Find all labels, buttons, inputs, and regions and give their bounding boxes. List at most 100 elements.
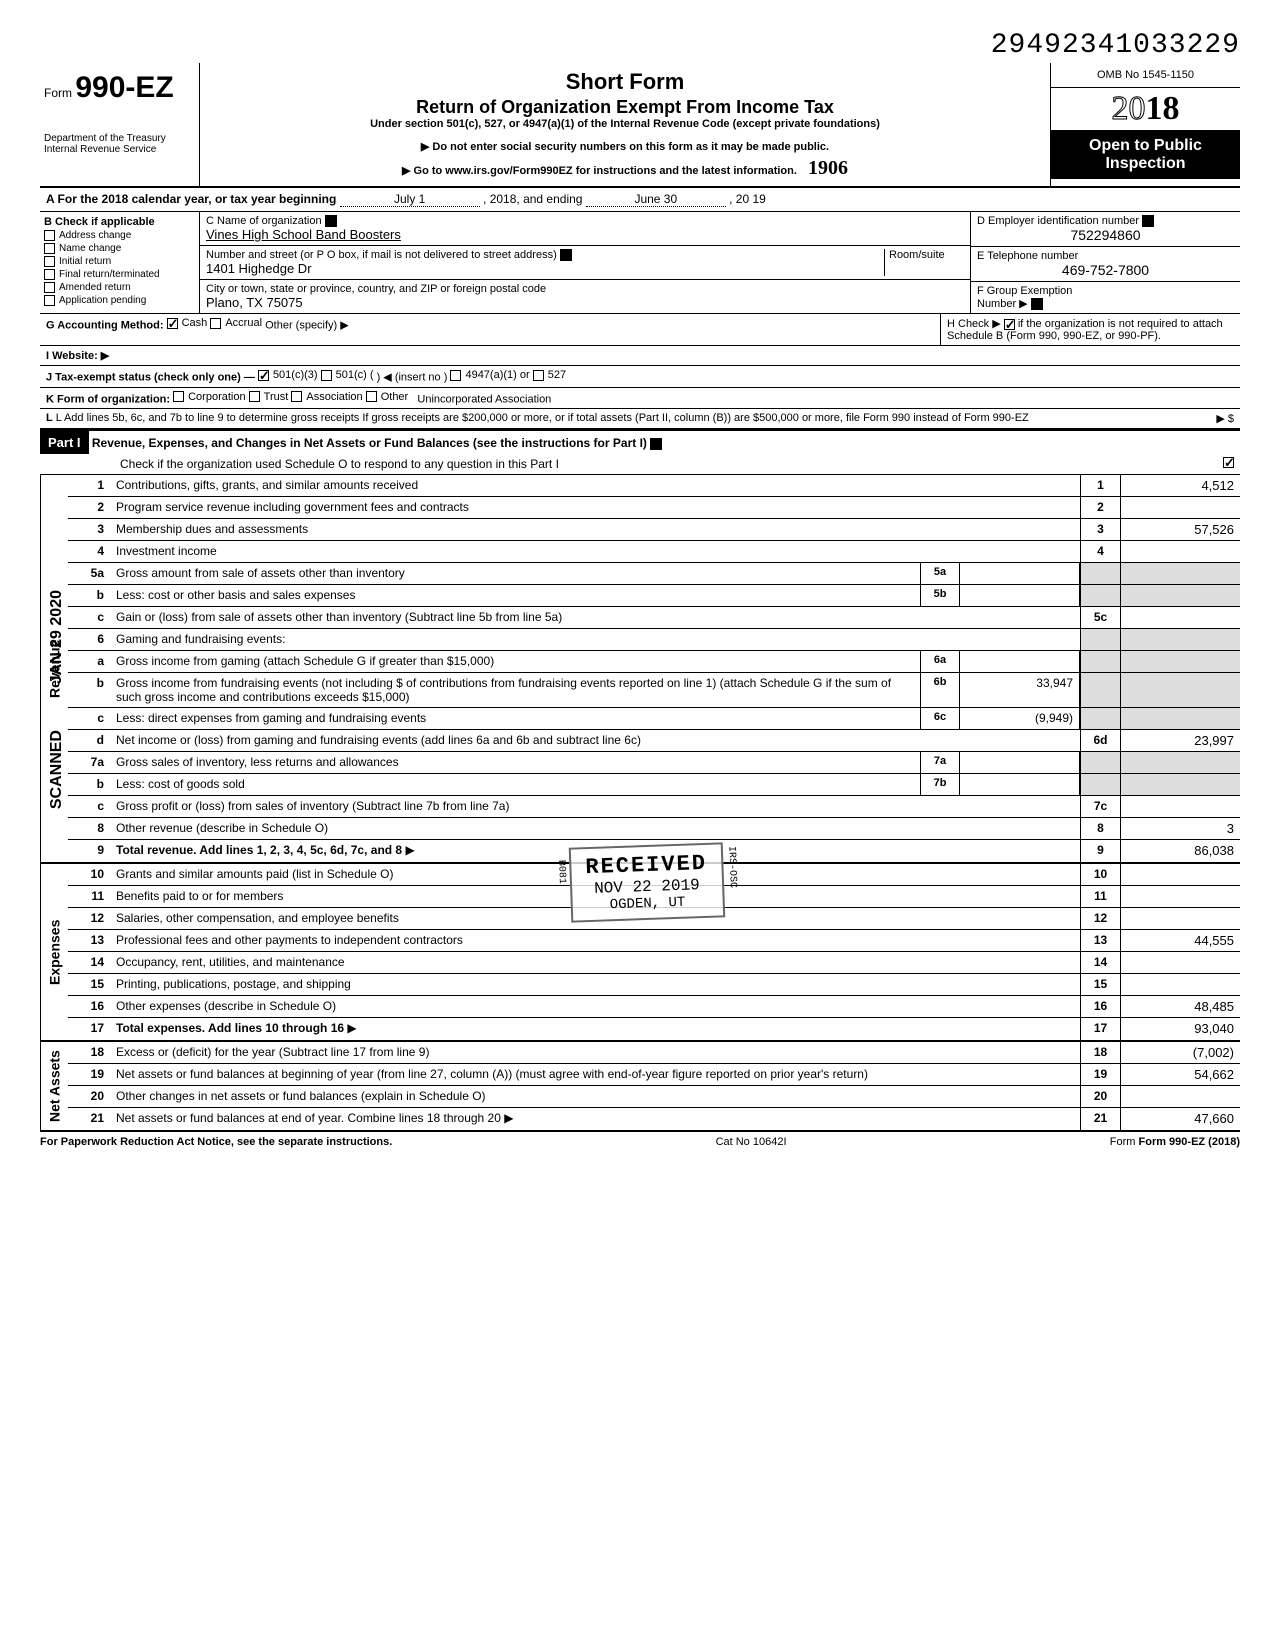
ln6d-rn: 6d xyxy=(1080,730,1120,751)
k-value[interactable]: Unincorporated Association xyxy=(417,393,551,405)
lbl-4947: 4947(a)(1) or xyxy=(465,369,529,381)
check-corp[interactable] xyxy=(173,391,184,402)
ln12-val[interactable] xyxy=(1120,908,1240,929)
page-footer: For Paperwork Reduction Act Notice, see … xyxy=(40,1132,1240,1148)
ln18-val[interactable]: (7,002) xyxy=(1120,1042,1240,1063)
ln3-rn: 3 xyxy=(1080,519,1120,540)
ln21-rn: 21 xyxy=(1080,1108,1120,1130)
help-icon[interactable] xyxy=(1142,215,1154,227)
ln16-val[interactable]: 48,485 xyxy=(1120,996,1240,1017)
check-accrual[interactable] xyxy=(210,318,221,329)
addr-value[interactable]: 1401 Highedge Dr xyxy=(206,261,312,276)
ln20-val[interactable] xyxy=(1120,1086,1240,1107)
ln8-val[interactable]: 3 xyxy=(1120,818,1240,839)
ln12-num: 12 xyxy=(68,908,112,929)
ln21-num: 21 xyxy=(68,1108,112,1130)
ein-value[interactable]: 752294860 xyxy=(977,227,1234,243)
help-icon[interactable] xyxy=(1031,298,1043,310)
help-icon[interactable] xyxy=(560,249,572,261)
lbl-final: Final return/terminated xyxy=(59,269,160,280)
ln6a-mv[interactable] xyxy=(960,651,1080,672)
ln3-desc: Membership dues and assessments xyxy=(112,519,1080,540)
ln19-val[interactable]: 54,662 xyxy=(1120,1064,1240,1085)
check-527[interactable] xyxy=(533,370,544,381)
city-value[interactable]: Plano, TX 75075 xyxy=(206,295,303,310)
ln13-desc: Professional fees and other payments to … xyxy=(112,930,1080,951)
tel-value[interactable]: 469-752-7800 xyxy=(977,262,1234,278)
ln9-val[interactable]: 86,038 xyxy=(1120,840,1240,862)
ln4-val[interactable] xyxy=(1120,541,1240,562)
check-4947[interactable] xyxy=(450,370,461,381)
shade xyxy=(1080,585,1120,606)
ln6c-desc: Less: direct expenses from gaming and fu… xyxy=(112,708,920,729)
ln6c-mv[interactable]: (9,949) xyxy=(960,708,1080,729)
ln6b-mv[interactable]: 33,947 xyxy=(960,673,1080,707)
check-501c[interactable] xyxy=(321,370,332,381)
ln7c-val[interactable] xyxy=(1120,796,1240,817)
ln21-desc: Net assets or fund balances at end of ye… xyxy=(116,1111,501,1125)
check-name-change[interactable] xyxy=(44,243,55,254)
ln18-desc: Excess or (deficit) for the year (Subtra… xyxy=(112,1042,1080,1063)
row-gh: G Accounting Method: Cash Accrual Other … xyxy=(40,314,1240,346)
help-icon[interactable] xyxy=(650,438,662,450)
shade xyxy=(1080,752,1120,773)
lbl-501c3: 501(c)(3) xyxy=(273,369,318,381)
lbl-527: 527 xyxy=(548,369,566,381)
check-trust[interactable] xyxy=(249,391,260,402)
ln1-val[interactable]: 4,512 xyxy=(1120,475,1240,496)
ln14-val[interactable] xyxy=(1120,952,1240,973)
shade xyxy=(1120,774,1240,795)
ln2-rn: 2 xyxy=(1080,497,1120,518)
ln7b-desc: Less: cost of goods sold xyxy=(112,774,920,795)
year-end[interactable]: June 30 xyxy=(586,192,726,207)
ln15-val[interactable] xyxy=(1120,974,1240,995)
year-suffix: 18 xyxy=(1146,90,1180,127)
ln13-val[interactable]: 44,555 xyxy=(1120,930,1240,951)
shade xyxy=(1080,673,1120,707)
check-addr-change[interactable] xyxy=(44,230,55,241)
ln18-num: 18 xyxy=(68,1042,112,1063)
ln14-rn: 14 xyxy=(1080,952,1120,973)
check-schedule-o[interactable] xyxy=(1223,457,1234,468)
ln7a-mv[interactable] xyxy=(960,752,1080,773)
part1-label: Part I xyxy=(40,431,89,454)
check-h[interactable] xyxy=(1004,319,1015,330)
ln10-val[interactable] xyxy=(1120,864,1240,885)
check-cash[interactable] xyxy=(167,318,178,329)
ln11-val[interactable] xyxy=(1120,886,1240,907)
open-public-1: Open to Public xyxy=(1057,137,1234,155)
ln2-val[interactable] xyxy=(1120,497,1240,518)
ln6d-val[interactable]: 23,997 xyxy=(1120,730,1240,751)
ln7c-rn: 7c xyxy=(1080,796,1120,817)
ln3-val[interactable]: 57,526 xyxy=(1120,519,1240,540)
ln5b-mv[interactable] xyxy=(960,585,1080,606)
lbl-amended: Amended return xyxy=(59,282,131,293)
ln21-val[interactable]: 47,660 xyxy=(1120,1108,1240,1130)
check-initial[interactable] xyxy=(44,256,55,267)
part1-title: Revenue, Expenses, and Changes in Net As… xyxy=(92,436,647,450)
ln7c-desc: Gross profit or (loss) from sales of inv… xyxy=(112,796,1080,817)
form-number: 990-EZ xyxy=(75,71,173,104)
footer-left: For Paperwork Reduction Act Notice, see … xyxy=(40,1136,392,1148)
check-amended[interactable] xyxy=(44,282,55,293)
check-501c3[interactable] xyxy=(258,370,269,381)
ln15-desc: Printing, publications, postage, and shi… xyxy=(112,974,1080,995)
ln20-desc: Other changes in net assets or fund bala… xyxy=(112,1086,1080,1107)
check-assoc[interactable] xyxy=(291,391,302,402)
check-pending[interactable] xyxy=(44,295,55,306)
ln5b-mn: 5b xyxy=(920,585,960,606)
shade xyxy=(1120,651,1240,672)
group-exempt-label: F Group Exemption xyxy=(977,285,1072,297)
org-name-value[interactable]: Vines High School Band Boosters xyxy=(206,227,401,242)
year-begin[interactable]: July 1 xyxy=(340,192,480,207)
check-other-org[interactable] xyxy=(366,391,377,402)
ln19-desc: Net assets or fund balances at beginning… xyxy=(112,1064,1080,1085)
ln7b-mv[interactable] xyxy=(960,774,1080,795)
ln17-val[interactable]: 93,040 xyxy=(1120,1018,1240,1040)
help-icon[interactable] xyxy=(325,215,337,227)
ln5a-mv[interactable] xyxy=(960,563,1080,584)
ln5c-val[interactable] xyxy=(1120,607,1240,628)
ln13-rn: 13 xyxy=(1080,930,1120,951)
check-final[interactable] xyxy=(44,269,55,280)
filing-number: 29492341033229 xyxy=(40,30,1240,61)
